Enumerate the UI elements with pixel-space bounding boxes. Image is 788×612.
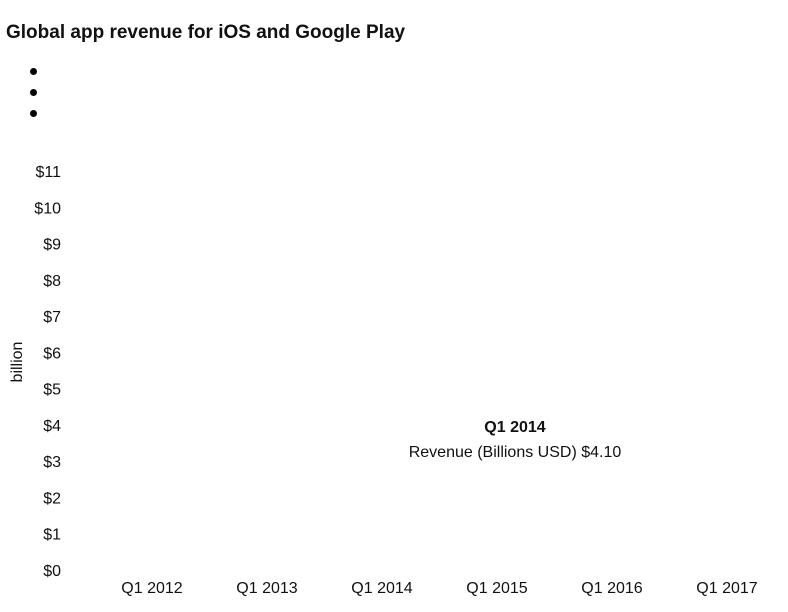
x-tick-label: Q1 2012	[121, 580, 182, 597]
x-tick-label: Q1 2016	[581, 580, 642, 597]
y-tick-label: $1	[43, 527, 61, 544]
x-tick-label: Q1 2013	[236, 580, 297, 597]
y-axis: $0 $1 $2 $3 $4 $5 $6 $7 $8 $9 $10 $11	[34, 164, 61, 580]
y-tick-label: $8	[43, 273, 61, 290]
y-tick-label: $4	[43, 418, 61, 435]
tooltip: Q1 2014 Revenue (Billions USD) $4.10	[409, 419, 622, 461]
y-tick-label: $0	[43, 563, 61, 580]
tooltip-title: Q1 2014	[484, 419, 545, 436]
tooltip-value-line: Revenue (Billions USD) $4.10	[409, 444, 622, 461]
x-tick-label: Q1 2014	[351, 580, 412, 597]
x-axis: Q1 2012 Q1 2013 Q1 2014 Q1 2015 Q1 2016 Q1 20…	[121, 580, 757, 597]
y-tick-label: $9	[43, 237, 61, 254]
y-tick-label: $6	[43, 345, 61, 362]
y-tick-label: $7	[43, 309, 61, 326]
y-tick-label: $10	[34, 200, 61, 217]
y-tick-label: $5	[43, 382, 61, 399]
legend-bullet[interactable]	[30, 68, 37, 75]
legend-bullet[interactable]	[30, 110, 37, 117]
y-tick-label: $3	[43, 454, 61, 471]
y-tick-label: $2	[43, 490, 61, 507]
legend-bullet[interactable]	[30, 89, 37, 96]
y-tick-label: $11	[35, 164, 61, 181]
legend-list	[30, 68, 37, 131]
y-axis-label: billion	[9, 342, 26, 383]
x-tick-label: Q1 2015	[466, 580, 527, 597]
chart-title: Global app revenue for iOS and Google Pl…	[6, 22, 406, 43]
x-tick-label: Q1 2017	[696, 580, 757, 597]
